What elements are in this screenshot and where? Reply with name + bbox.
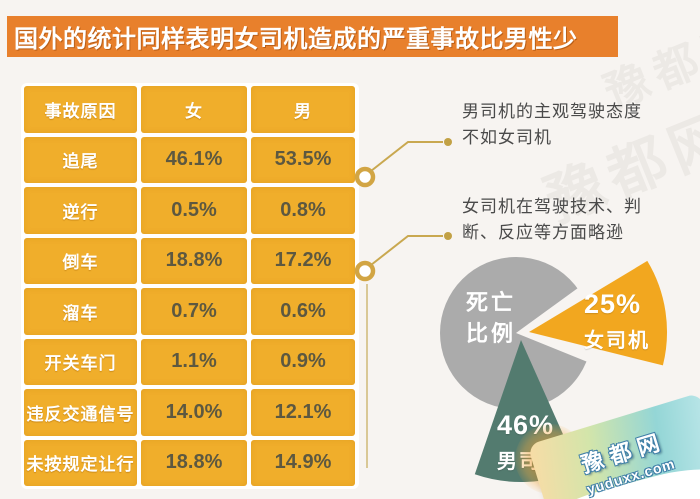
annotation-female-skill: 女司机在驾驶技术、判 断、反应等方面略逊 xyxy=(462,197,642,242)
page-title: 国外的统计同样表明女司机造成的严重事故比男性少 xyxy=(14,26,578,53)
table-row-female: 18.8% xyxy=(141,439,247,486)
table-row-cause: 违反交通信号 xyxy=(24,389,137,436)
connector-line-2 xyxy=(370,235,443,266)
connector-bullet-1 xyxy=(444,138,452,146)
female-percent: 25% xyxy=(584,289,642,319)
table-row-male: 17.2% xyxy=(251,237,355,284)
pie-label-female: 25% 女司机 xyxy=(584,289,650,353)
table-row-female: 14.0% xyxy=(141,389,247,436)
table-row-male: 0.8% xyxy=(251,187,355,234)
table-row-female: 1.1% xyxy=(141,338,247,385)
table-row-cause: 未按规定让行 xyxy=(24,439,137,486)
accident-table: 事故原因 女 男 追尾 46.1% 53.5% 逆行 0.5% 0.8% 倒车 … xyxy=(21,83,359,489)
table-row-female: 46.1% xyxy=(141,136,247,183)
pie-title-death-ratio: 死亡 比例 xyxy=(466,290,517,346)
table-row-female: 0.7% xyxy=(141,288,247,335)
table-row-cause: 逆行 xyxy=(24,187,137,234)
connector-line-1 xyxy=(370,141,443,172)
connector-ring-2 xyxy=(354,260,376,282)
connector-ring-1 xyxy=(354,166,376,188)
table-row-male: 53.5% xyxy=(251,136,355,183)
table-row-male: 0.9% xyxy=(251,338,355,385)
female-label: 女司机 xyxy=(584,330,650,352)
table-row-female: 0.5% xyxy=(141,187,247,234)
connector-bullet-2 xyxy=(444,232,452,240)
table-row-male: 14.9% xyxy=(251,439,355,486)
table-row-cause: 开关车门 xyxy=(24,338,137,385)
table-row-female: 18.8% xyxy=(141,237,247,284)
title-banner: 国外的统计同样表明女司机造成的严重事故比男性少 xyxy=(7,16,618,57)
table-row-cause: 溜车 xyxy=(24,288,137,335)
table-row-male: 0.6% xyxy=(251,288,355,335)
table-row-cause: 倒车 xyxy=(24,237,137,284)
table-header-female: 女 xyxy=(141,86,247,133)
table-row-male: 12.1% xyxy=(251,389,355,436)
annotation-male-attitude: 男司机的主观驾驶态度 不如女司机 xyxy=(462,102,642,147)
table-header-male: 男 xyxy=(251,86,355,133)
table-header-cause: 事故原因 xyxy=(24,86,137,133)
table-row-cause: 追尾 xyxy=(24,136,137,183)
pie-slice-female xyxy=(529,260,668,366)
